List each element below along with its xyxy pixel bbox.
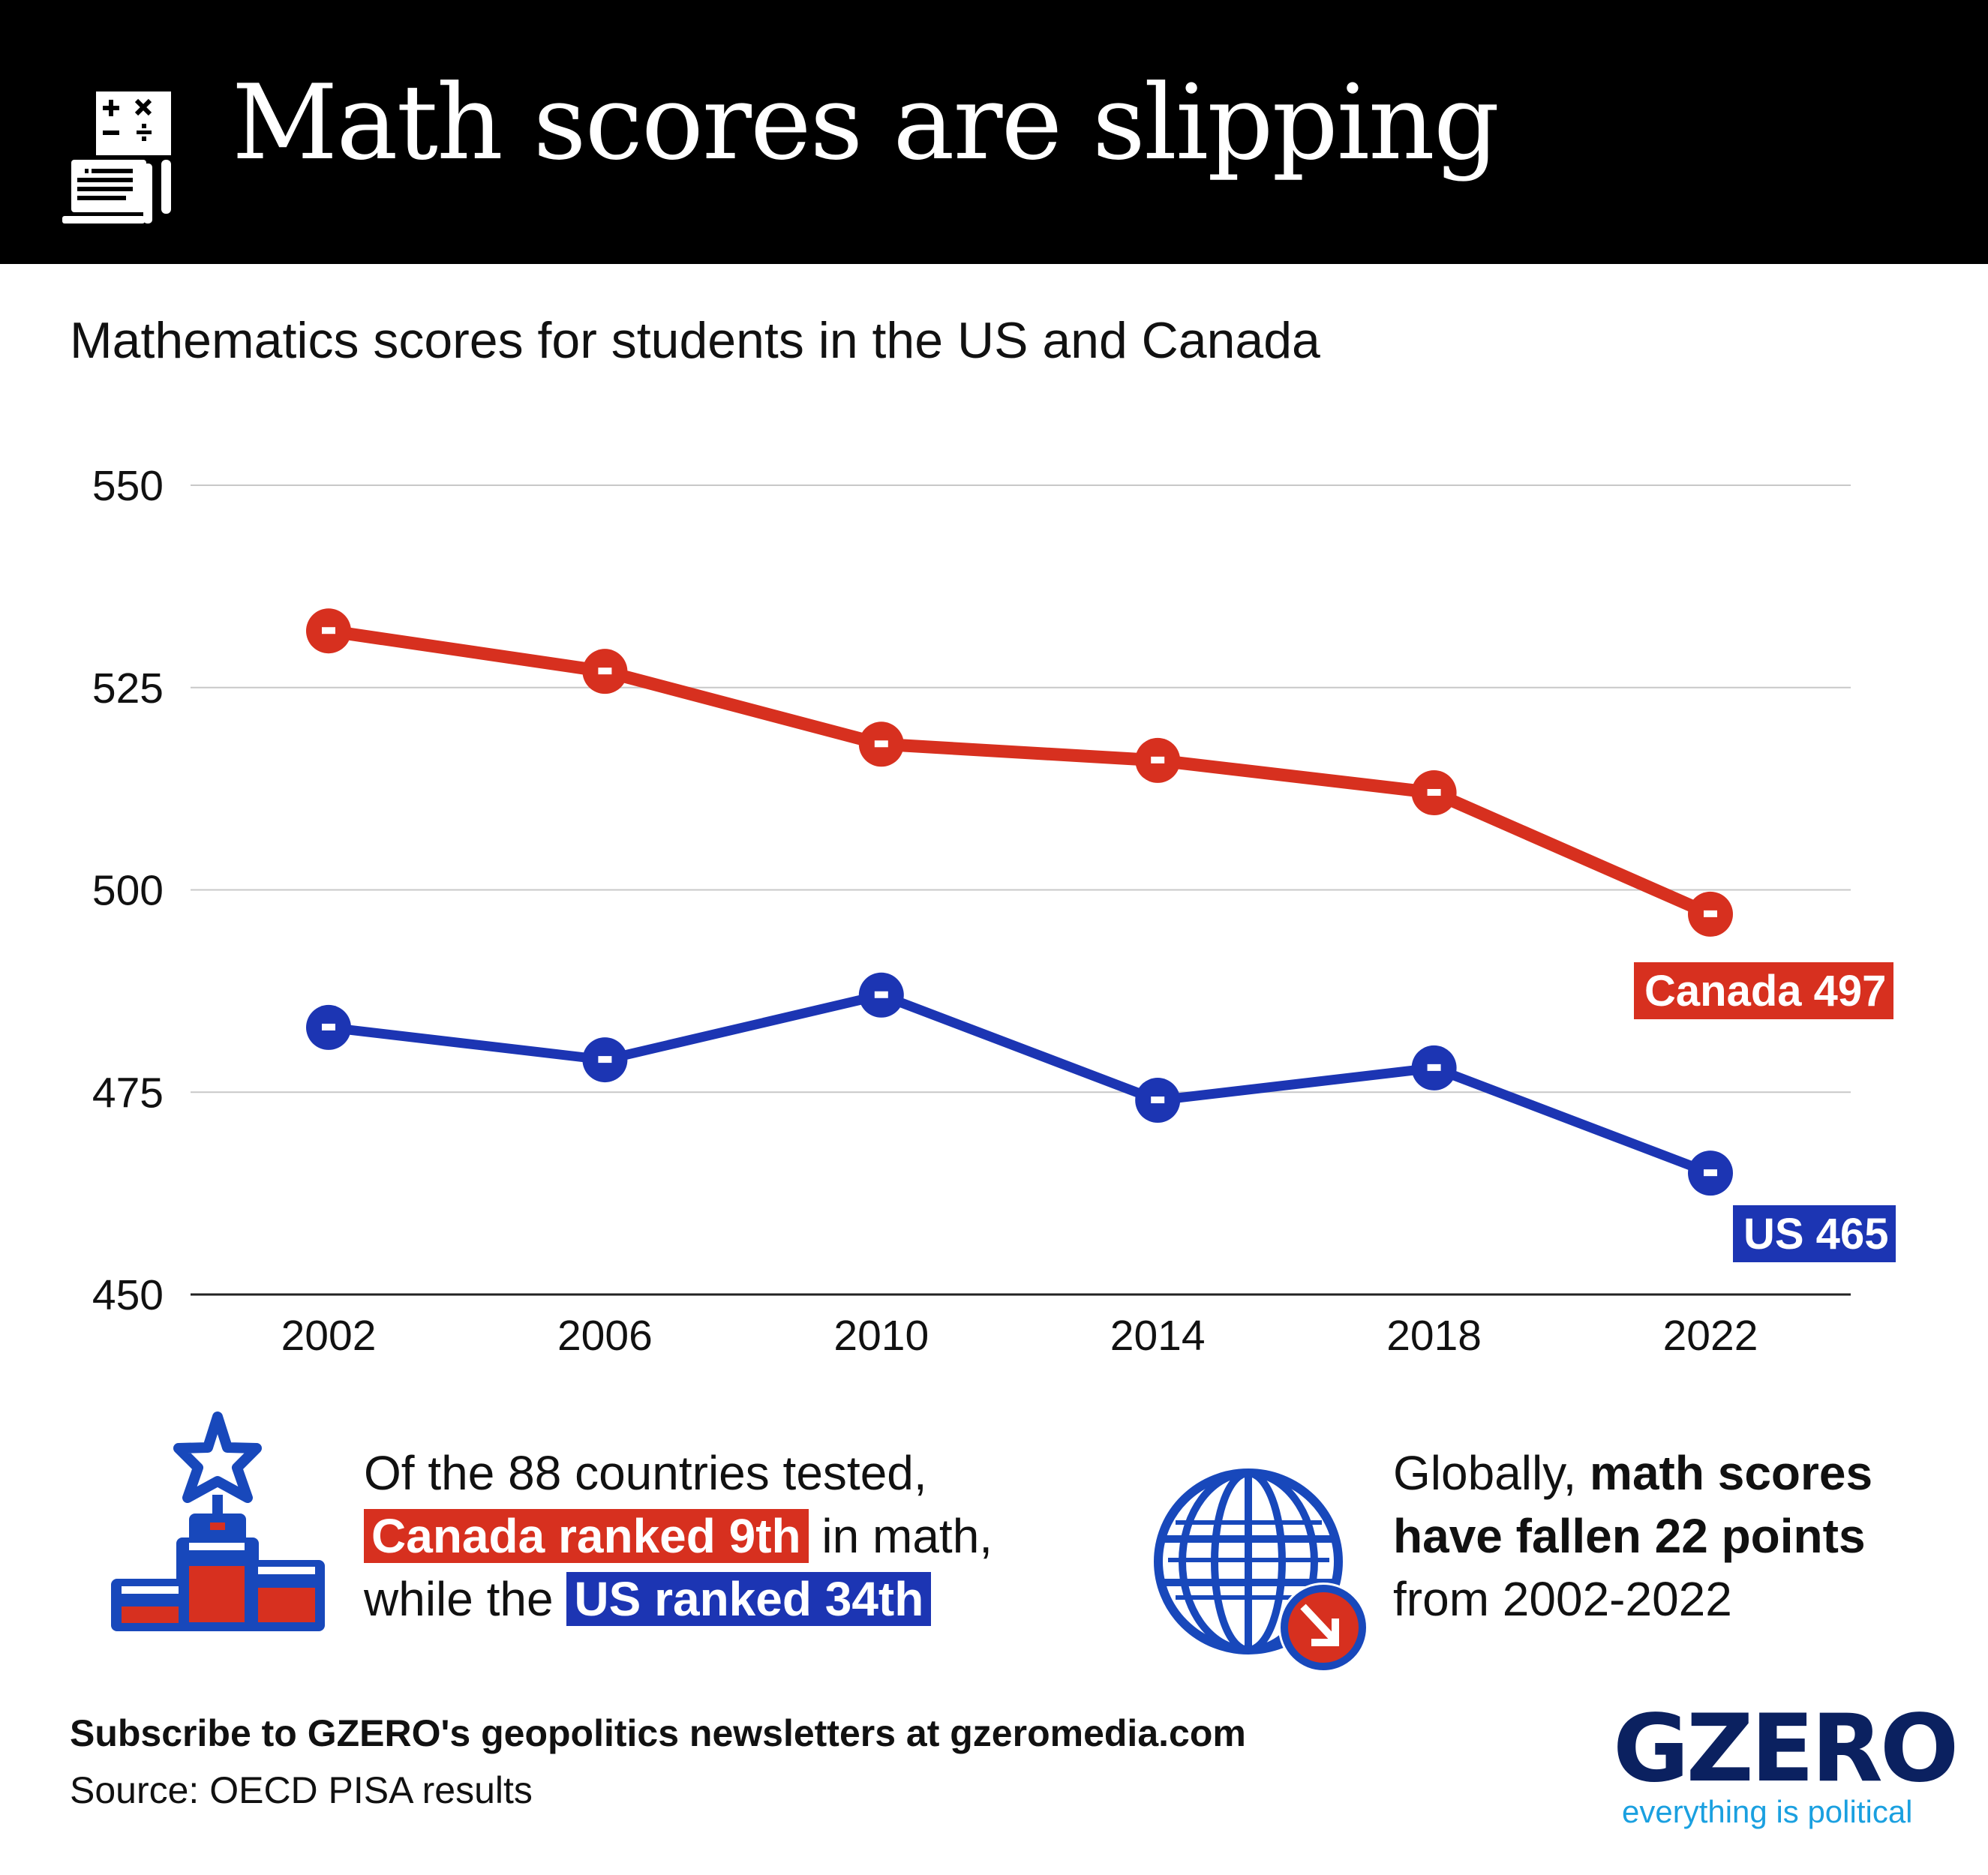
ranking-stat: Of the 88 countries tested, Canada ranke… (364, 1442, 992, 1630)
gzero-logo: GZERO (1613, 1695, 1959, 1803)
data-point-marker (598, 668, 612, 675)
data-point-marker (1151, 1096, 1165, 1104)
data-point-marker (322, 1023, 335, 1030)
data-point-marker (1427, 789, 1441, 796)
x-tick-label: 2018 (1386, 1312, 1482, 1360)
subscribe-text: Subscribe to GZERO's geopolitics newslet… (70, 1712, 1246, 1754)
global-stat: Globally, math scores have fallen 22 poi… (1393, 1442, 1872, 1630)
x-tick-label: 2006 (557, 1312, 653, 1360)
data-point-marker (1151, 756, 1165, 764)
ranking-line1: Of the 88 countries tested, (364, 1446, 927, 1500)
us-end-label: US 465 (1733, 1205, 1896, 1262)
global-bold1: math scores (1590, 1446, 1873, 1500)
x-tick-label: 2002 (281, 1312, 377, 1360)
page-title: Math scores are slipping (232, 62, 1500, 183)
us-series-line (328, 990, 1713, 1178)
y-tick-label: 475 (92, 1069, 164, 1117)
data-point-marker (874, 740, 888, 748)
x-tick-label: 2022 (1663, 1312, 1758, 1360)
calculator-paper-icon (62, 92, 171, 224)
data-point-marker (1427, 1064, 1441, 1071)
data-point-marker (874, 991, 888, 998)
canada-end-label: Canada 497 (1634, 962, 1894, 1019)
data-point-marker (1704, 1169, 1717, 1177)
ranking-line3-prefix: while the (364, 1572, 567, 1626)
x-tick-label: 2010 (833, 1312, 929, 1360)
global-line3: from 2002-2022 (1393, 1572, 1732, 1626)
data-point-marker (1704, 910, 1717, 917)
us-rank-highlight: US ranked 34th (566, 1572, 932, 1626)
chart-subtitle: Mathematics scores for students in the U… (70, 312, 1320, 369)
y-tick-label: 550 (92, 462, 164, 510)
podium-star-icon (111, 1412, 325, 1631)
line-chart: 550 525 500 475 450 2002 2006 2010 2014 2018 2022 (92, 462, 1851, 1360)
y-tick-label: 450 (92, 1271, 164, 1319)
gzero-tagline: everything is political (1622, 1794, 1913, 1829)
globe-down-arrow-icon (1154, 1468, 1368, 1672)
x-tick-label: 2014 (1110, 1312, 1206, 1360)
source-text: Source: OECD PISA results (70, 1769, 533, 1811)
canada-series-line (327, 624, 1713, 920)
global-prefix: Globally, (1393, 1446, 1590, 1500)
ranking-line2-rest: in math, (808, 1509, 993, 1563)
y-tick-label: 525 (92, 664, 164, 712)
global-bold2: have fallen 22 points (1393, 1509, 1866, 1563)
data-point-marker (598, 1056, 612, 1064)
y-tick-label: 500 (92, 867, 164, 915)
header-bar: Math scores are slipping (0, 0, 1988, 264)
canada-rank-highlight: Canada ranked 9th (364, 1509, 809, 1563)
data-point-marker (322, 627, 335, 634)
